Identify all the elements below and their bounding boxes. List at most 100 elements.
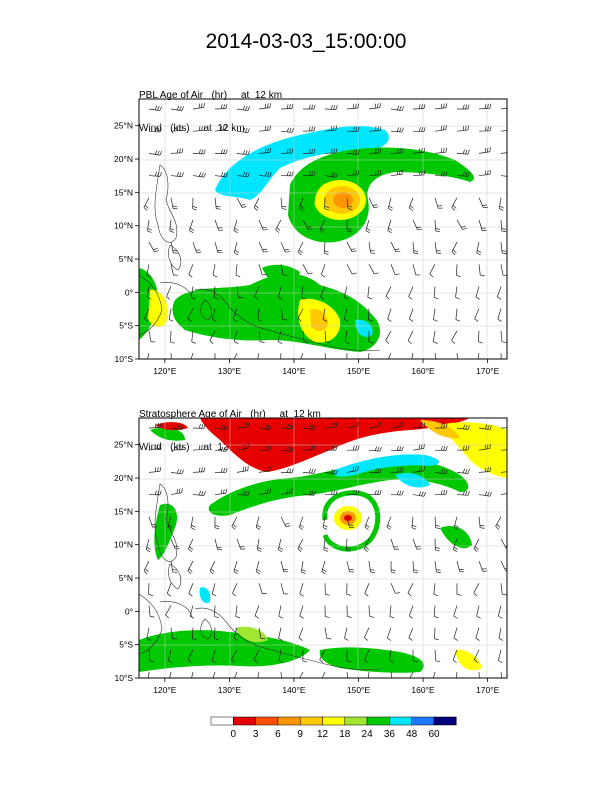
strat-wind-barb	[298, 627, 304, 641]
pbl-wind-barb	[451, 330, 458, 344]
strat-wind-barb	[192, 490, 206, 496]
strat-wind-barb	[255, 560, 261, 575]
pbl-wind-barb	[456, 171, 470, 177]
pbl-wind-barb	[500, 264, 507, 276]
pbl-wind-barb	[233, 330, 239, 344]
strat-wind-barb	[192, 423, 206, 429]
strat-wind-barb	[167, 649, 173, 663]
pbl-wind-barb	[477, 352, 480, 359]
strat-wind-barb	[258, 445, 272, 451]
strat-wind-barb	[280, 516, 291, 527]
pbl-wind-barb	[478, 197, 488, 209]
strat-green-se	[319, 647, 424, 673]
pbl-wind-barb	[324, 148, 338, 154]
strat-wind-barb	[412, 422, 426, 429]
strat-wind-barb	[495, 516, 502, 530]
strat-grid	[139, 418, 507, 678]
pbl-wind-barb	[214, 352, 216, 359]
strat-map-panel: 120°E 130°E 140°E 150°E 160°E 170°E 25°N 20°N 15…	[114, 417, 508, 695]
strat-wind-barb	[432, 671, 436, 678]
pbl-wind-barb	[346, 219, 352, 233]
pbl-wind-barb	[233, 242, 239, 256]
strat-wind-barb	[192, 467, 206, 473]
pbl-wind-barb	[324, 125, 337, 132]
strat-wind-barb	[500, 491, 507, 495]
pbl-wind-barb	[258, 171, 272, 177]
pbl-south-orange	[310, 308, 328, 332]
strat-wind-barb	[148, 583, 153, 596]
pbl-wind-barb	[258, 125, 271, 132]
strat-wind-barb	[433, 583, 439, 597]
strat-wind-barb	[148, 423, 162, 429]
pbl-wind-barb	[433, 286, 439, 300]
strat-wind-barb	[474, 649, 480, 663]
strat-wind-barb	[236, 422, 250, 429]
strat-wind-barb	[500, 538, 507, 549]
strat-wind-barb	[346, 421, 359, 429]
strat-wind-barb	[322, 516, 328, 530]
pbl-wind-barb	[280, 197, 287, 210]
pbl-wind-barb	[147, 352, 150, 359]
pbl-wind-barb	[280, 241, 290, 253]
strat-wind-barb	[300, 561, 306, 575]
pbl-lat-tick-label: 20°N	[114, 154, 133, 164]
pbl-wind-barb	[213, 286, 219, 300]
pbl-wind-barb	[170, 264, 178, 276]
pbl-south-green-west	[139, 268, 159, 340]
strat-wind-barb	[145, 538, 151, 553]
strat-wind-barb	[368, 605, 375, 618]
strat-wind-barb	[299, 671, 304, 678]
strat-wind-barb	[390, 583, 400, 594]
pbl-wind-barb	[408, 197, 414, 211]
strat-wind-barb	[453, 627, 458, 641]
strat-storm-red	[344, 515, 352, 521]
strat-wind-barb	[364, 649, 370, 663]
pbl-lon-tick-label: 130°E	[218, 366, 242, 376]
pbl-wind-barb	[258, 264, 267, 276]
pbl-wind-barb	[214, 241, 223, 254]
colorbar-level-label: 60	[428, 729, 440, 740]
panel-2-field-name: Stratosphere Age of Air	[139, 409, 242, 420]
strat-wind-barb	[323, 538, 329, 552]
strat-wind-barb	[277, 538, 283, 553]
pbl-south-cyan	[355, 319, 373, 337]
colorbar-swatch	[210, 716, 234, 726]
panel-1-wind-name: Wind	[139, 123, 162, 134]
pbl-wind-barb	[170, 352, 172, 359]
pbl-wind-barb	[170, 197, 178, 210]
pbl-wind-barb	[302, 171, 316, 176]
strat-wind-barb	[478, 444, 491, 451]
strat-wind-barb	[456, 561, 465, 573]
strat-wind-barb	[231, 649, 238, 663]
pbl-wind-barb	[169, 219, 175, 233]
colorbar-level-label: 48	[406, 729, 418, 740]
colorbar-level-label: 12	[317, 729, 329, 740]
pbl-lat-tick-label: 0°	[125, 287, 133, 297]
strat-fill-layer	[139, 418, 507, 678]
strat-wind-barb	[148, 443, 161, 451]
pbl-wind-barb	[343, 308, 349, 322]
pbl-wind-barb	[168, 308, 174, 322]
strat-wind-barb	[433, 605, 439, 619]
strat-wind-barb	[453, 516, 459, 530]
strat-wind-barb	[452, 649, 458, 664]
strat-wind-barb	[386, 516, 392, 530]
strat-wind-barb	[236, 465, 249, 473]
pbl-wind-barb	[146, 286, 152, 300]
strat-wind-barb	[412, 538, 422, 550]
strat-wind-barb	[170, 627, 178, 640]
strat-wind-barb	[390, 561, 396, 574]
pbl-wind-barb	[434, 103, 447, 110]
strat-wind-barb	[302, 445, 316, 451]
pbl-wind-barb	[170, 148, 184, 154]
strat-wind-barb	[456, 468, 470, 474]
strat-green-east	[440, 525, 472, 549]
pbl-wind-barb	[214, 172, 228, 178]
pbl-wind-barb	[280, 308, 288, 321]
pbl-wind-barb	[297, 241, 304, 256]
pbl-wind-barb	[280, 264, 288, 276]
pbl-wind-barb	[368, 197, 379, 209]
pbl-wind-barb	[390, 264, 400, 275]
pbl-wind-barb	[412, 242, 419, 255]
pbl-wind-barb	[322, 308, 328, 322]
